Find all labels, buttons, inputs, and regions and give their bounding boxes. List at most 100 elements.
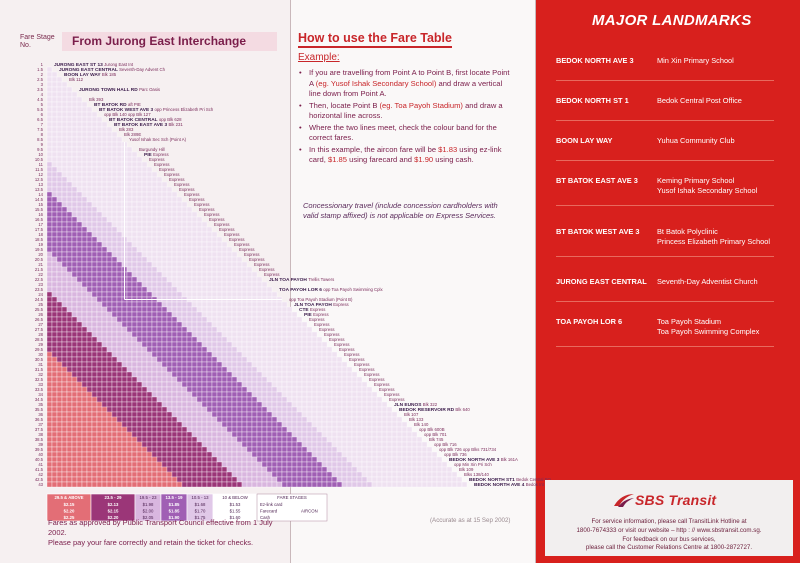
fare-cell [276,321,283,328]
fare-cell [221,426,228,433]
fare-cell [86,426,93,433]
fare-cell [81,141,88,148]
fare-cell [196,371,203,378]
fare-cell [356,396,363,403]
fare-cell [116,336,123,343]
fare-cell [76,416,83,423]
fare-stage-number: 24 [38,292,43,297]
fare-cell [176,426,183,433]
stop-label: opp Blk 716 [434,442,457,447]
fare-cell [306,361,313,368]
fare-cell [56,306,63,313]
fare-cell [251,351,258,358]
fare-cell [421,471,428,478]
legend-fare-stages: FARE STAGES [277,495,307,500]
fare-cell [256,321,263,328]
fare-cell [256,471,263,478]
fare-cell [216,421,223,428]
fare-cell [396,431,403,438]
fare-cell [321,441,328,448]
fare-cell [271,381,278,388]
landmark-road: BT BATOK WEST AVE 3 [556,227,640,236]
fare-cell [166,346,173,353]
fare-cell [61,296,68,303]
fare-cell [61,336,68,343]
fare-cell [146,216,153,223]
fare-cell [241,336,248,343]
fare-cell [106,146,113,153]
fare-cell [221,381,228,388]
fare-cell [331,481,338,488]
fare-cell [141,251,148,258]
fare-cell [121,311,128,318]
fare-cell [316,361,323,368]
fare-cell [221,366,228,373]
fare-cell [336,436,343,443]
fare-cell [96,191,103,198]
fare-cell [181,206,188,213]
fare-cell [216,306,223,313]
fare-cell [286,466,293,473]
fare-cell [86,161,93,168]
fare-cell [236,356,243,363]
fare-cell [326,436,333,443]
fare-cell [281,441,288,448]
fare-cell [61,406,68,413]
fare-cell [311,361,318,368]
fare-cell [171,421,178,428]
fare-cell [251,331,258,338]
fare-cell [256,326,263,333]
fare-cell [206,251,213,258]
fare-cell [311,376,318,383]
fare-cell [286,366,293,373]
fare-cell [156,426,163,433]
fare-cell [146,441,153,448]
fare-cell [126,481,133,488]
fare-cell [166,396,173,403]
fare-cell [91,271,98,278]
fare-cell [81,301,88,308]
fare-cell [276,381,283,388]
fare-cell [241,461,248,468]
fare-cell [151,406,158,413]
fare-cell [136,276,143,283]
fare-cell [301,426,308,433]
fare-cell [76,456,83,463]
fare-cell [306,466,313,473]
fare-cell [121,426,128,433]
fare-cell [181,226,188,233]
fare-cell [201,356,208,363]
fare-cell [271,376,278,383]
fare-cell [131,196,138,203]
fare-stage-number: 1.5 [37,67,43,72]
fare-cell [71,211,78,218]
fare-cell [331,366,338,373]
fare-cell [416,471,423,478]
fare-cell [231,396,238,403]
fare-cell [291,426,298,433]
fare-cell [86,341,93,348]
fare-cell [151,251,158,258]
fare-cell [206,391,213,398]
fare-cell [126,286,133,293]
fare-cell [91,131,98,138]
fare-cell [191,361,198,368]
fare-cell [331,461,338,468]
fare-cell [161,441,168,448]
fare-cell [136,476,143,483]
fare-cell [236,451,243,458]
fare-cell [161,411,168,418]
fare-cell [156,186,163,193]
fare-cell [81,236,88,243]
stop-road: BT BATOK CENTRAL [109,117,159,123]
fare-cell [61,256,68,263]
fare-cell [206,446,213,453]
stop-place: Yusof Ishak Sec Sch (Point A) [129,137,187,142]
fare-cell [176,416,183,423]
fare-cell [146,311,153,318]
fare-cell [86,406,93,413]
fare-cell [91,231,98,238]
fare-cell [66,416,73,423]
fare-cell [391,431,398,438]
fare-cell [51,346,58,353]
